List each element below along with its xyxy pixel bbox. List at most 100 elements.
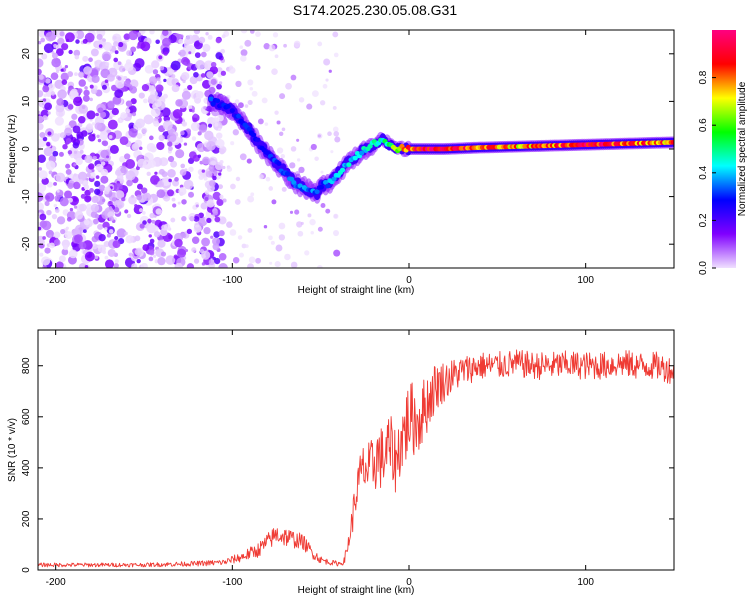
heatmap-cell	[51, 57, 61, 68]
heatmap-cell	[194, 52, 201, 58]
heatmap-cell	[278, 131, 284, 136]
heatmap-cell	[155, 39, 160, 44]
heatmap-cell	[40, 239, 45, 245]
y-tick-label: -20	[21, 237, 32, 252]
heatmap-cell	[167, 146, 173, 152]
heatmap-cell	[77, 171, 88, 181]
heatmap-cell	[67, 71, 74, 77]
heatmap-cell	[177, 201, 181, 205]
heatmap-cell	[55, 172, 66, 183]
heatmap-cell	[332, 230, 340, 237]
heatmap-cell	[58, 111, 64, 117]
heatmap-cell	[203, 227, 211, 235]
heatmap-cell	[59, 132, 67, 139]
heatmap-cell	[205, 170, 213, 178]
heatmap-cell	[212, 237, 221, 246]
heatmap-cell	[149, 30, 155, 35]
heatmap-cell	[114, 259, 119, 264]
heatmap-cell	[75, 39, 80, 44]
heatmap-cell	[108, 205, 113, 210]
heatmap-cell	[116, 174, 124, 182]
heatmap-cell	[168, 178, 172, 183]
heatmap-cell	[65, 138, 72, 144]
heatmap-cell	[328, 69, 332, 73]
heatmap-cell	[82, 55, 89, 62]
heatmap-cell	[115, 190, 125, 200]
heatmap-cell	[249, 30, 255, 34]
heatmap-cell	[333, 249, 341, 257]
heatmap-cell	[44, 247, 51, 254]
colorbar-ticks: 0.0 0.2 0.4 0.6 0.8	[698, 70, 716, 275]
heatmap-cell	[188, 166, 194, 172]
heatmap-cell	[172, 203, 177, 208]
heatmap-cell	[38, 58, 44, 68]
heatmap-cell	[311, 90, 319, 98]
heatmap-cell	[201, 169, 206, 173]
heatmap-cell	[131, 112, 137, 117]
heatmap-cell	[167, 141, 173, 147]
heatmap-cell	[94, 188, 101, 195]
heatmap-cell	[276, 161, 282, 166]
heatmap-cell	[97, 223, 104, 230]
heatmap-cell	[250, 192, 255, 197]
heatmap-cell	[123, 80, 131, 87]
heatmap-cell	[61, 43, 69, 51]
heatmap-cell	[88, 163, 95, 170]
y-tick-label: -10	[21, 189, 32, 204]
heatmap-cell	[99, 131, 109, 141]
heatmap-cell	[210, 235, 214, 239]
heatmap-cell	[107, 73, 115, 82]
heatmap-cell	[77, 88, 83, 94]
heatmap-cell	[214, 216, 221, 223]
heatmap-cell	[331, 176, 337, 182]
heatmap-cell	[204, 196, 209, 201]
heatmap-cell	[163, 93, 168, 99]
heatmap-cell	[85, 203, 93, 211]
heatmap-cell	[298, 166, 305, 173]
heatmap-cell	[183, 179, 194, 190]
heatmap-cell	[247, 195, 255, 203]
y-tick-label: 600	[21, 408, 32, 425]
heatmap-cell	[76, 131, 84, 139]
heatmap-cell	[97, 107, 104, 114]
heatmap-cell	[142, 192, 152, 202]
heatmap-cell	[359, 150, 365, 156]
heatmap-cell	[108, 135, 113, 139]
heatmap-cell	[118, 41, 124, 48]
heatmap-cell	[170, 217, 176, 223]
heatmap-cell	[203, 176, 208, 181]
heatmap-cell	[237, 102, 244, 109]
heatmap-cell	[38, 226, 42, 231]
heatmap-cell	[181, 199, 187, 205]
heatmap-cell	[346, 162, 352, 168]
heatmap-cell	[84, 154, 93, 164]
heatmap-cell	[149, 250, 155, 256]
heatmap-cell	[106, 233, 111, 238]
heatmap-cell	[201, 262, 206, 266]
heatmap-cell	[218, 81, 223, 85]
heatmap-cell	[141, 127, 148, 134]
heatmap-cell	[214, 162, 224, 171]
heatmap-cell	[225, 103, 231, 109]
heatmap-cell	[46, 209, 52, 216]
heatmap-cell	[193, 224, 202, 233]
heatmap-cell	[38, 68, 42, 76]
heatmap-cell	[96, 33, 103, 40]
heatmap-cell	[217, 127, 222, 131]
heatmap-cell	[307, 213, 312, 218]
heatmap-cell	[178, 38, 184, 44]
heatmap-cell	[51, 52, 58, 59]
heatmap-cell	[41, 256, 51, 266]
heatmap-cell	[52, 150, 59, 157]
heatmap-cell	[119, 156, 126, 163]
heatmap-cell	[40, 37, 46, 43]
heatmap-cell	[130, 46, 137, 53]
heatmap-cell	[120, 112, 127, 119]
heatmap-cell	[149, 76, 158, 85]
heatmap-cell	[167, 155, 175, 163]
heatmap-cell	[46, 141, 51, 147]
heatmap-cell	[297, 183, 303, 189]
heatmap-cell	[222, 198, 227, 203]
heatmap-cell	[197, 131, 202, 136]
heatmap-cell	[285, 82, 292, 90]
